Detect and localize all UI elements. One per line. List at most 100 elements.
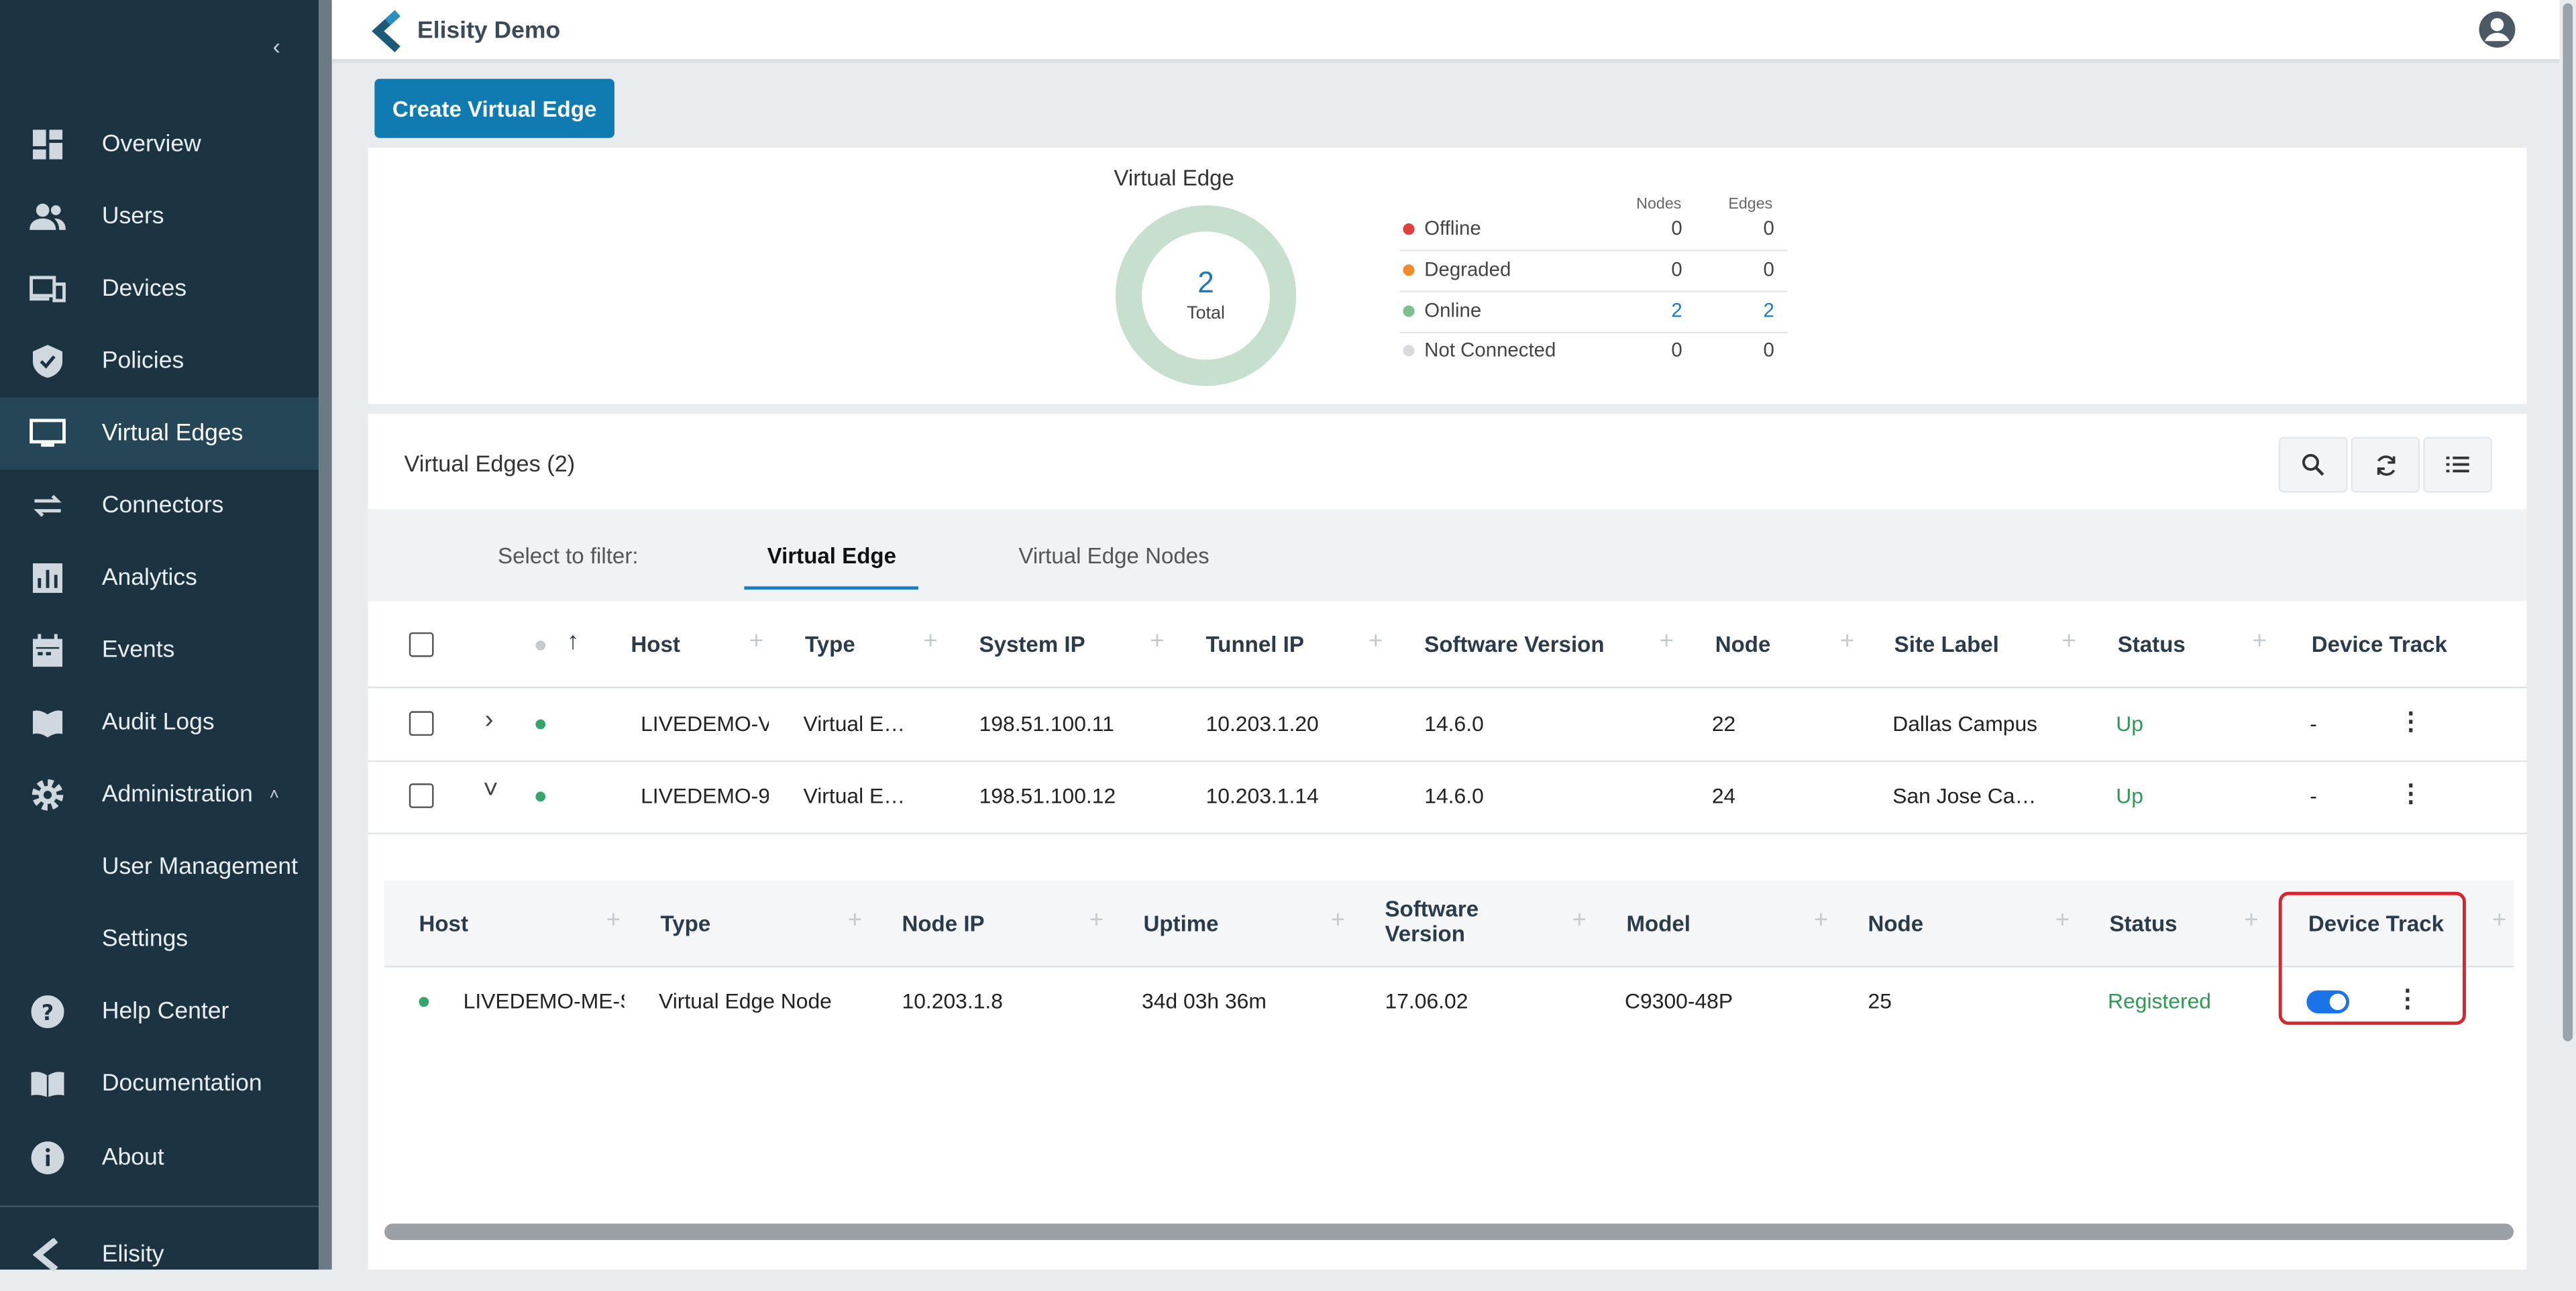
- column-resize-handle[interactable]: +: [2061, 627, 2076, 656]
- brand[interactable]: Elisity Demo: [371, 10, 560, 53]
- column-header-host[interactable]: Host: [419, 911, 468, 936]
- column-header-site-label[interactable]: Site Label: [1894, 632, 1999, 657]
- column-header-host[interactable]: Host: [631, 632, 680, 657]
- sidebar-item-label: Elisity: [101, 1241, 164, 1268]
- column-header-uptime[interactable]: Uptime: [1143, 911, 1219, 936]
- column-resize-handle[interactable]: +: [2252, 627, 2267, 656]
- users-icon: [30, 199, 66, 235]
- column-header-status[interactable]: Status: [2109, 911, 2178, 936]
- column-header-status[interactable]: Status: [2117, 632, 2186, 657]
- cell-type: Virtual E…: [803, 783, 906, 808]
- tab-virtual-edge[interactable]: Virtual Edge: [767, 543, 896, 569]
- collapse-row-icon[interactable]: ˅: [483, 777, 498, 805]
- gear-icon: [30, 777, 66, 813]
- column-header-type[interactable]: Type: [660, 911, 711, 936]
- legend-nodes[interactable]: 2: [1671, 298, 1682, 323]
- column-header-software-version[interactable]: Software Version: [1385, 897, 1479, 946]
- column-resize-handle[interactable]: +: [749, 627, 764, 656]
- column-header-tunnel-ip[interactable]: Tunnel IP: [1205, 632, 1304, 657]
- refresh-button[interactable]: [2351, 437, 2420, 493]
- sidebar-item-label: Administration: [101, 781, 253, 808]
- column-resize-handle[interactable]: +: [606, 906, 621, 935]
- column-resize-handle[interactable]: +: [1330, 906, 1346, 935]
- column-resize-handle[interactable]: +: [1813, 906, 1829, 935]
- column-header-device-track[interactable]: Device Track: [2311, 632, 2447, 657]
- sidebar-item-administration[interactable]: Administration ˄: [0, 759, 319, 831]
- cell-host: LIVEDEMO-ME-S: [463, 989, 625, 1014]
- status-donut: 2 Total: [1115, 205, 1297, 386]
- table-row[interactable]: › LIVEDEMO-V Virtual E… 198.51.100.11 10…: [368, 688, 2527, 763]
- legend-nodes: 0: [1671, 217, 1682, 240]
- arrows-icon: [30, 488, 66, 524]
- sidebar-scrollbar[interactable]: [319, 0, 332, 1270]
- status-dot: [419, 997, 429, 1007]
- collapse-sidebar-button[interactable]: ‹: [272, 32, 280, 60]
- sidebar-item-help-center[interactable]: ? Help Center: [0, 976, 319, 1048]
- sidebar-item-audit-logs[interactable]: Audit Logs: [0, 687, 319, 759]
- column-resize-handle[interactable]: +: [1572, 906, 1587, 935]
- sidebar-item-documentation[interactable]: Documentation: [0, 1048, 319, 1120]
- table-row[interactable]: ˅ LIVEDEMO-9 Virtual E… 198.51.100.12 10…: [368, 761, 2527, 835]
- sidebar-item-settings[interactable]: Settings: [0, 903, 319, 976]
- status-dot: [535, 719, 546, 730]
- cell-uptime: 34d 03h 36m: [1142, 989, 1267, 1014]
- column-header-software-version[interactable]: Software Version: [1424, 632, 1605, 657]
- search-button[interactable]: [2278, 437, 2348, 493]
- device-track-toggle[interactable]: [2306, 990, 2350, 1014]
- sidebar-item-analytics[interactable]: Analytics: [0, 542, 319, 614]
- column-resize-handle[interactable]: +: [1089, 906, 1104, 935]
- sidebar-item-elisity[interactable]: Elisity: [0, 1219, 319, 1291]
- shield-icon: [30, 343, 66, 380]
- row-actions-menu-icon[interactable]: ⋮: [2398, 780, 2424, 808]
- cell-tunnel-ip: 10.203.1.14: [1205, 783, 1319, 808]
- row-checkbox[interactable]: [409, 783, 434, 808]
- svg-text:?: ?: [42, 1000, 54, 1025]
- legend-edges[interactable]: 2: [1763, 298, 1774, 323]
- column-header-device-track[interactable]: Device Track: [2308, 911, 2445, 936]
- row-checkbox[interactable]: [409, 711, 434, 736]
- column-resize-handle[interactable]: +: [847, 906, 863, 935]
- columns-button[interactable]: [2423, 437, 2493, 493]
- create-virtual-edge-button[interactable]: Create Virtual Edge: [374, 78, 614, 138]
- sidebar-item-users[interactable]: Users: [0, 180, 319, 253]
- sort-ascending-icon[interactable]: ↑: [566, 627, 580, 656]
- column-header-type[interactable]: Type: [805, 632, 855, 657]
- sidebar: ‹ Overview Users Devices Policies: [0, 0, 319, 1272]
- select-all-checkbox[interactable]: [409, 632, 434, 657]
- column-header-node[interactable]: Node: [1715, 632, 1771, 657]
- column-header-model[interactable]: Model: [1626, 911, 1691, 936]
- sidebar-item-overview[interactable]: Overview: [0, 109, 319, 181]
- column-resize-handle[interactable]: +: [923, 627, 938, 656]
- sidebar-item-events[interactable]: Events: [0, 614, 319, 687]
- column-resize-handle[interactable]: +: [2055, 906, 2070, 935]
- sidebar-item-policies[interactable]: Policies: [0, 325, 319, 398]
- book-icon: [30, 705, 66, 741]
- cell-type: Virtual Edge Node: [659, 989, 832, 1014]
- column-header-node[interactable]: Node: [1868, 911, 1924, 936]
- column-header-system-ip[interactable]: System IP: [979, 632, 1085, 657]
- sidebar-item-user-management[interactable]: User Management: [0, 831, 319, 903]
- tab-virtual-edge-nodes[interactable]: Virtual Edge Nodes: [1018, 543, 1210, 569]
- cell-type: Virtual E…: [803, 711, 906, 736]
- docs-icon: [30, 1066, 66, 1102]
- column-resize-handle[interactable]: +: [1150, 627, 1165, 656]
- row-actions-menu-icon[interactable]: ⋮: [2395, 985, 2420, 1014]
- horizontal-scrollbar[interactable]: [384, 1223, 2514, 1240]
- cell-status: Registered: [2108, 989, 2212, 1014]
- sidebar-item-about[interactable]: About: [0, 1122, 319, 1194]
- column-resize-handle[interactable]: +: [1659, 627, 1674, 656]
- sidebar-item-devices[interactable]: Devices: [0, 253, 319, 325]
- row-actions-menu-icon[interactable]: ⋮: [2398, 708, 2424, 736]
- sidebar-item-connectors[interactable]: Connectors: [0, 469, 319, 542]
- column-resize-handle[interactable]: +: [2244, 906, 2259, 935]
- scrollbar-thumb[interactable]: [2563, 3, 2573, 1042]
- sidebar-item-virtual-edges[interactable]: Virtual Edges: [0, 397, 319, 470]
- column-header-node-ip[interactable]: Node IP: [902, 911, 985, 936]
- column-resize-handle[interactable]: +: [1368, 627, 1383, 656]
- expand-row-icon[interactable]: ›: [484, 706, 494, 734]
- column-resize-handle[interactable]: +: [1839, 627, 1855, 656]
- node-table-row[interactable]: LIVEDEMO-ME-S Virtual Edge Node 10.203.1…: [384, 966, 2514, 1038]
- page-scrollbar[interactable]: [2559, 0, 2576, 1270]
- account-icon[interactable]: [2477, 10, 2517, 50]
- column-resize-handle[interactable]: +: [2492, 906, 2507, 935]
